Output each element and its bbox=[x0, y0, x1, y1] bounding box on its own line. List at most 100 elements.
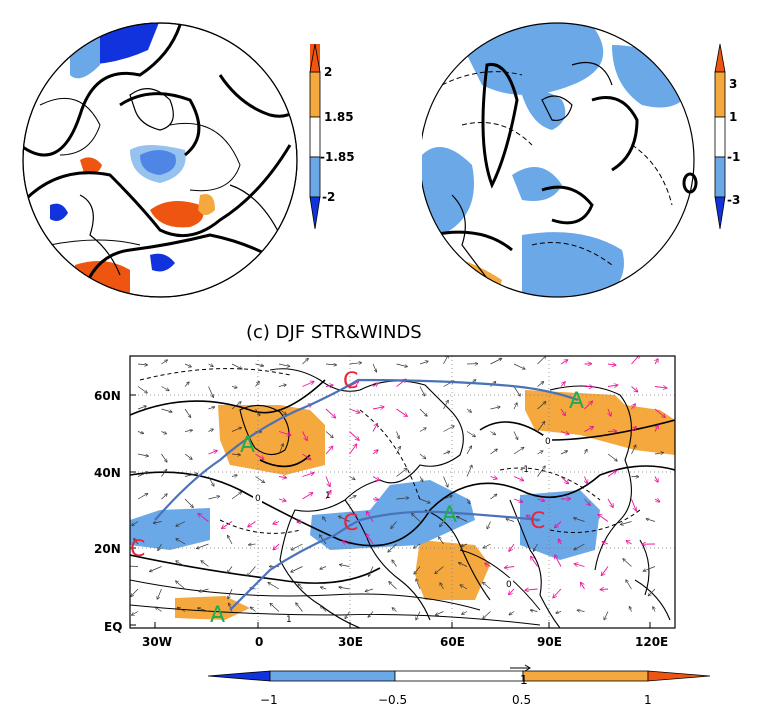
wind-arrow bbox=[396, 363, 408, 367]
wind-arrow bbox=[349, 431, 359, 441]
wind-arrow bbox=[466, 498, 470, 504]
wind-arrow bbox=[156, 607, 162, 612]
wind-arrow bbox=[537, 451, 543, 455]
wind-arrow bbox=[248, 566, 256, 576]
wind-arrow bbox=[229, 603, 233, 612]
wind-arrow bbox=[396, 447, 401, 455]
wind-arrow bbox=[461, 543, 468, 546]
pos-anomaly-area bbox=[80, 157, 102, 174]
wind-arrow bbox=[228, 588, 233, 599]
wind-arrow bbox=[513, 431, 518, 440]
wind-arrow bbox=[201, 561, 209, 567]
wind-arrow bbox=[268, 583, 280, 590]
wind-arrow bbox=[436, 611, 444, 615]
wind-arrow bbox=[372, 363, 376, 372]
wind-arrow bbox=[555, 555, 562, 567]
wind-arrow bbox=[231, 428, 241, 432]
wind-arrow bbox=[270, 604, 280, 612]
wind-arrow bbox=[513, 476, 523, 481]
wind-arrow bbox=[584, 498, 591, 505]
pos-str-anomaly bbox=[525, 390, 675, 455]
neg-anomaly-area bbox=[612, 45, 692, 108]
wind-arrow bbox=[559, 539, 562, 545]
wind-arrow bbox=[505, 567, 515, 568]
wind-arrow bbox=[325, 476, 330, 487]
wind-arrow bbox=[392, 560, 397, 567]
neg-anomaly-area bbox=[422, 147, 474, 235]
wind-arrow bbox=[414, 566, 421, 574]
wind-arrow bbox=[184, 453, 192, 459]
lat-label: 20N bbox=[94, 542, 121, 556]
lat-label: 60N bbox=[94, 389, 121, 403]
wind-arrow bbox=[251, 607, 256, 612]
wind-arrow bbox=[419, 453, 426, 459]
wind-arrow bbox=[490, 407, 500, 410]
wind-arrow bbox=[655, 476, 658, 482]
wind-arrow bbox=[396, 469, 407, 477]
wind-arrow bbox=[343, 541, 350, 544]
wind-arrow bbox=[231, 363, 242, 369]
pos-str-anomaly bbox=[175, 596, 250, 620]
neg-anomaly-area bbox=[150, 253, 175, 272]
wind-arrow bbox=[513, 448, 524, 455]
wind-arrow bbox=[537, 466, 546, 477]
wind-arrow bbox=[208, 364, 214, 366]
wind-arrow bbox=[513, 403, 517, 410]
pos-str-anomaly bbox=[415, 540, 490, 600]
wind-vectors bbox=[130, 356, 663, 620]
wind-arrow bbox=[391, 521, 397, 529]
lat-label: 40N bbox=[94, 466, 121, 480]
wind-arrow bbox=[161, 470, 167, 477]
wind-arrow bbox=[419, 498, 430, 503]
wind-arrow bbox=[184, 408, 191, 417]
wind-arrow bbox=[302, 382, 314, 387]
wind-arrow bbox=[372, 383, 378, 386]
wind-arrow bbox=[131, 588, 139, 596]
wind-arrow bbox=[443, 476, 448, 487]
wind-arrow bbox=[157, 588, 162, 599]
lat-label: EQ bbox=[104, 620, 122, 634]
wind-arrow bbox=[626, 580, 632, 590]
pos-anomaly-area bbox=[198, 194, 215, 215]
wind-arrow bbox=[487, 521, 491, 529]
wind-arrow bbox=[231, 475, 237, 476]
lon-label: 30W bbox=[142, 635, 172, 649]
wind-arrow bbox=[484, 543, 491, 548]
wind-arrow bbox=[161, 360, 168, 365]
wind-arrow bbox=[435, 566, 444, 574]
neg-anomaly-area bbox=[462, 23, 604, 95]
wind-arrow bbox=[439, 537, 444, 545]
wind-arrow bbox=[483, 611, 491, 619]
wind-arrow bbox=[273, 543, 280, 550]
wind-arrow bbox=[416, 611, 421, 620]
wind-arrow bbox=[537, 382, 544, 387]
wind-arrow bbox=[513, 498, 522, 502]
wind-arrow bbox=[130, 565, 139, 567]
contour-label: 0 bbox=[506, 580, 512, 590]
panel-c-colorbar: −1 −0.5 0.5 1 bbox=[207, 670, 711, 707]
colorbar-label: 3 bbox=[729, 77, 737, 91]
wind-arrow bbox=[577, 610, 585, 611]
cyclone-marker: C bbox=[343, 369, 358, 394]
wind-arrow bbox=[161, 386, 169, 391]
wind-arrow bbox=[396, 431, 400, 439]
pos-anomaly-area bbox=[150, 201, 204, 228]
wind-arrow bbox=[366, 534, 374, 545]
wind-arrow bbox=[654, 408, 665, 417]
wind-arrow bbox=[440, 521, 444, 527]
wind-arrow bbox=[396, 498, 409, 499]
wind-arrow bbox=[560, 382, 565, 387]
wind-arrow bbox=[325, 364, 336, 365]
wind-arrow bbox=[443, 356, 449, 365]
wind-arrow bbox=[255, 408, 260, 415]
wind-arrow bbox=[654, 387, 666, 388]
track-lines bbox=[154, 378, 579, 611]
wind-arrow bbox=[506, 519, 515, 522]
contour-label: -1 bbox=[520, 465, 529, 475]
panel-c-title: (c) DJF STR&WINDS bbox=[246, 322, 422, 343]
wind-arrow bbox=[176, 561, 186, 567]
wind-arrow bbox=[134, 539, 139, 545]
wind-arrow bbox=[485, 563, 491, 566]
wind-arrow bbox=[443, 452, 450, 455]
wind-arrow bbox=[158, 543, 162, 550]
